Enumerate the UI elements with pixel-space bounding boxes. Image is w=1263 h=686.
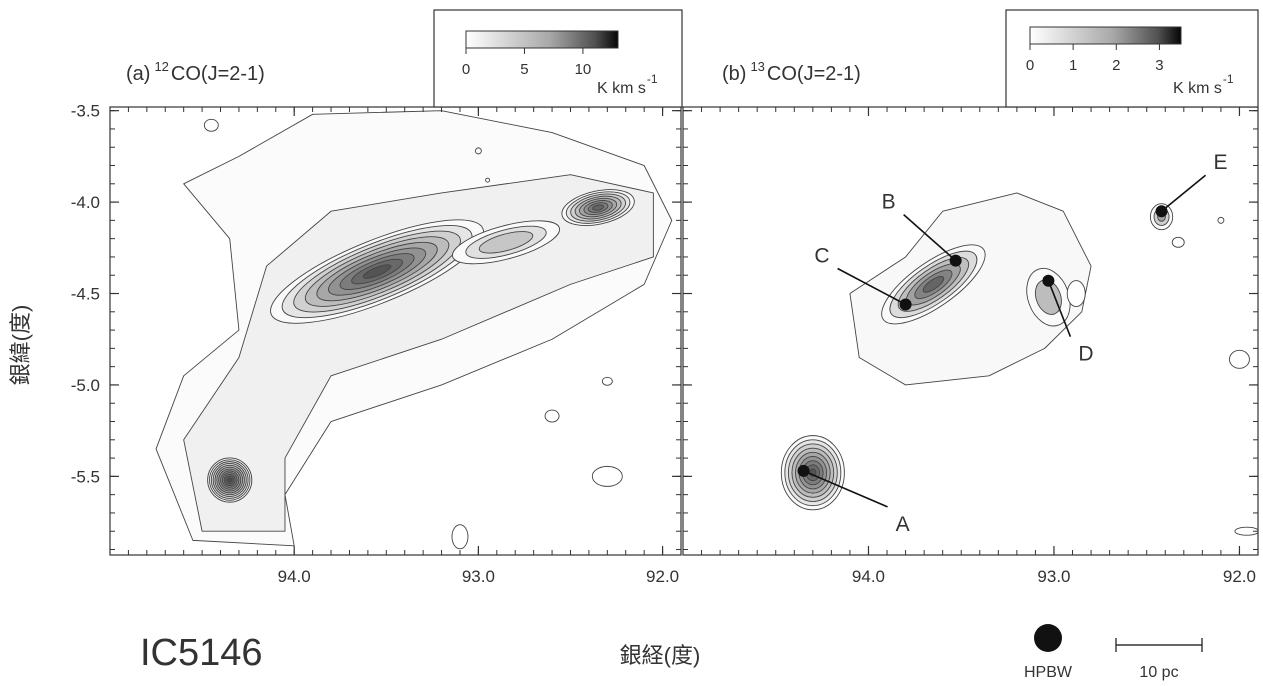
core-leader-line [1047,280,1072,338]
panel-b-colorbar-unit: K km s-1 [1173,72,1234,97]
colorbar-tick-label: 3 [1155,57,1163,74]
core-leader-line [837,267,906,306]
core-label: D [1078,343,1093,366]
panel-b-colorbar-box [1005,9,1259,108]
contour-ridge [183,174,654,532]
x-tick-label: 93.0 [462,567,495,586]
x-tick-label: 92.0 [1223,567,1256,586]
x-tick-label: 94.0 [852,567,885,586]
colorbar-tick-label: 1 [1069,57,1077,74]
core-label: B [882,191,896,214]
panel-b-colorbar-gradient [1029,26,1182,45]
y-axis-label: 銀緯(度) [8,305,33,386]
panel-b-title: (b) 13 CO(J=2-1) [722,59,861,85]
y-tick-label: -5.5 [71,467,100,486]
panel-b-core-markers: A B C D E [797,151,1228,536]
panel-a-frame [109,106,682,556]
contour-isolated [1234,526,1258,536]
object-name-label: IC5146 [140,632,263,674]
panel-b-colorbar: 0 1 2 3 K km s-1 [1005,9,1259,108]
core-marker [899,298,912,311]
x-tick-label: 92.0 [646,567,679,586]
panel-a-axis-ticks: 94.0 93.0 92.0 -3.5 -4.0 -4.5 -5.0 -5.5 [71,102,682,586]
colorbar-tick-label: 0 [462,61,470,78]
x-tick-label: 94.0 [278,567,311,586]
panel-a-colorbar-gradient [465,30,619,49]
panel-a-contour-map [155,110,673,550]
colorbar-tick-label: 0 [1026,57,1034,74]
colorbar-tick-label: 10 [575,61,592,78]
contour-isolated [1066,280,1086,307]
panel-a-colorbar-box [433,9,683,108]
core-leader-line [803,470,888,508]
contour-isolated [591,465,623,487]
scale-bar [1115,638,1203,652]
core-label: C [814,244,829,267]
contour-isolated [474,147,482,155]
panel-a-colorbar-ticks: 0 5 10 [462,48,591,78]
hpbw-beam-marker [1034,624,1062,652]
y-tick-label: -4.0 [71,193,100,212]
core-marker [1155,205,1168,218]
panel-b-contour-map [780,192,1258,536]
panel-b-frame [682,106,1259,556]
contour-isolated [1217,216,1225,224]
contour-isolated [601,376,613,386]
contour-isolated [544,409,560,423]
panel-a-colorbar: 0 5 10 K km s-1 [433,9,683,108]
core-marker [797,464,810,477]
contour-level [592,204,604,211]
contour-level [1034,279,1062,315]
panel-a-12co-map: 94.0 93.0 92.0 -3.5 -4.0 -4.5 -5.0 -5.5 (a) 12 CO… [71,9,683,586]
panel-b-13co-map: 94.0 93.0 92.0 (b) 13 CO(J=2-1) 0 1 2 3 K km s-… [682,9,1259,586]
y-tick-label: -3.5 [71,102,100,121]
core-marker [1042,274,1055,287]
scale-bar-label: 10 pc [1139,664,1178,681]
contour-level [478,231,534,254]
contour-isolated [1229,349,1250,369]
contour-outer [849,192,1092,386]
y-tick-label: -4.5 [71,285,100,304]
contour-level [362,264,392,279]
panel-b-axis-ticks: 94.0 93.0 92.0 [683,107,1259,586]
core-leader-line [1161,174,1207,212]
core-label: E [1214,151,1228,174]
core-marker [949,254,962,267]
contour-isolated [203,118,219,132]
contour-isolated [485,177,491,183]
colorbar-tick-label: 2 [1112,57,1120,74]
hpbw-label: HPBW [1024,664,1073,681]
contour-level [227,477,232,483]
core-label: A [896,513,910,536]
colorbar-tick-label: 5 [520,61,528,78]
contour-isolated [451,524,469,550]
x-axis-label: 銀経(度) [620,643,701,668]
panel-b-colorbar-ticks: 0 1 2 3 [1026,44,1164,74]
panel-a-colorbar-unit: K km s-1 [597,72,658,97]
y-tick-label: -5.0 [71,376,100,395]
panel-a-title: (a) 12 CO(J=2-1) [126,59,265,85]
x-tick-label: 93.0 [1037,567,1070,586]
contour-isolated [1171,236,1185,248]
contour-level [922,276,945,293]
core-leader-line [903,214,957,262]
